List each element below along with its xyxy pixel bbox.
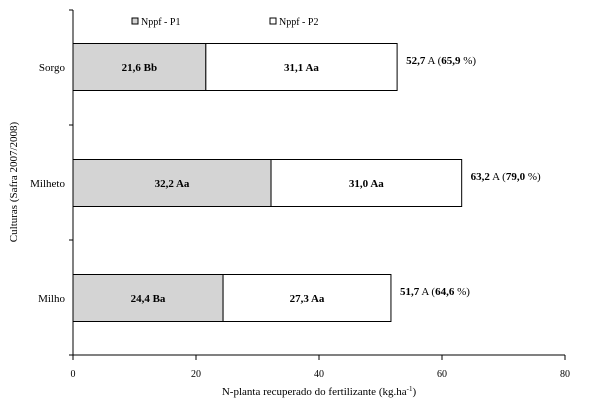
total-label-part: 52,7 [406, 55, 426, 67]
x-axis-label-suffix: ) [412, 386, 416, 398]
total-label-part: %) [454, 286, 470, 298]
x-tick-label: 80 [560, 369, 570, 380]
category-label: Sorgo [39, 62, 66, 74]
legend-swatch [131, 17, 139, 25]
y-axis-ticks [69, 9, 73, 356]
total-label: 51,7 A (64,6 %) [400, 286, 470, 298]
total-label-part: 63,2 [471, 171, 491, 183]
x-axis-ticks: 0 20 40 60 80 [71, 355, 570, 380]
category-label: Milho [38, 293, 65, 305]
total-label-part: A ( [419, 286, 435, 298]
bar-data-label: 24,4 Ba [131, 293, 166, 305]
total-label-part: A ( [425, 55, 441, 67]
bar-segment-p1 [72, 43, 207, 91]
x-axis-label-main: N-planta recuperado do fertilizante (kg.… [222, 386, 407, 398]
total-label-part: A ( [490, 171, 506, 183]
total-label: 52,7 A (65,9 %) [406, 55, 476, 67]
bar-segment-p1 [72, 274, 224, 322]
bar-data-label: 21,6 Bb [122, 62, 157, 74]
x-tick-label: 40 [314, 369, 324, 380]
legend-label: Nppf - P2 [279, 17, 318, 28]
bar-data-label: 27,3 Aa [290, 293, 325, 305]
total-label-part: 64,6 [435, 286, 455, 298]
legend-swatch [269, 17, 277, 25]
legend: Nppf - P1 Nppf - P2 [131, 17, 318, 28]
bar-data-label: 32,2 Aa [155, 178, 190, 190]
x-axis-label: N-planta recuperado do fertilizante (kg.… [222, 385, 417, 398]
category-label: Milheto [30, 178, 65, 190]
total-label: 63,2 A (79,0 %) [471, 171, 541, 183]
bar-segment-p2 [270, 159, 463, 207]
y-axis-label: Culturas (Safra 2007/2008) [8, 121, 20, 242]
total-label-part: %) [461, 55, 477, 67]
legend-label: Nppf - P1 [141, 17, 180, 28]
bar-data-label: 31,1 Aa [284, 62, 319, 74]
bar-segment-p2 [205, 43, 398, 91]
bar-segment-p2 [222, 274, 392, 322]
x-axis-label-superscript: -1 [407, 385, 413, 393]
x-tick-label: 20 [191, 369, 201, 380]
total-label-part: %) [525, 171, 541, 183]
bar-segment-p1 [72, 159, 272, 207]
bar-data-label: 31,0 Aa [349, 178, 384, 190]
total-label-part: 65,9 [441, 55, 461, 67]
x-tick-label: 60 [437, 369, 447, 380]
x-tick-label: 0 [71, 369, 76, 380]
total-label-part: 79,0 [506, 171, 526, 183]
total-label-part: 51,7 [400, 286, 420, 298]
